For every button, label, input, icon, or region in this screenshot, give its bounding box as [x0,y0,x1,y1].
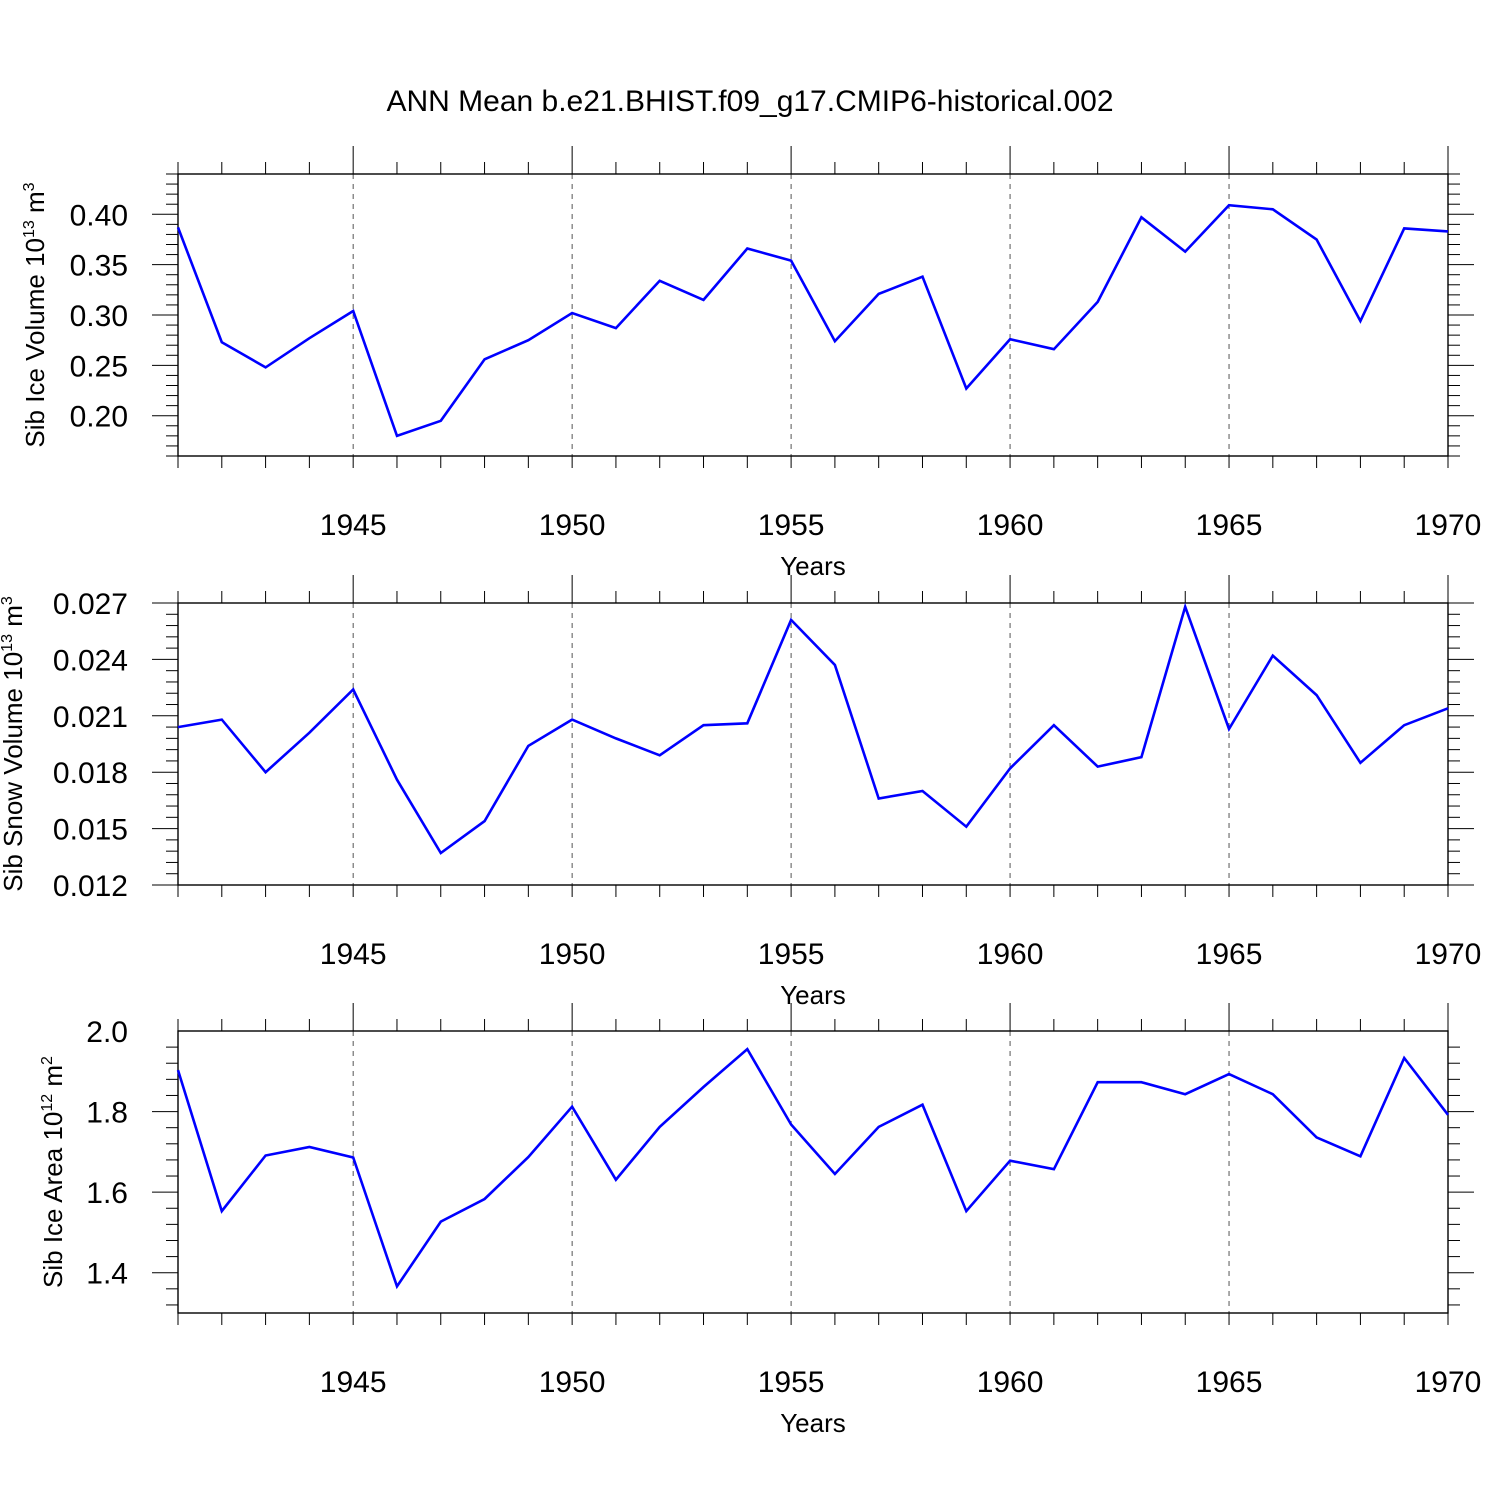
x-tick-label: 1955 [758,1366,825,1399]
y-axis-label-exp: 12 [39,1094,56,1112]
series-line [176,203,1449,438]
plot-frame [177,1030,1449,1314]
y-tick-label: 0.024 [53,644,128,677]
x-axis-label: Years [780,980,846,1010]
panel-3: 1.4 1.6 1.8 2.0 1945 1950 1955 1960 1965 1970 Year… [38,1003,1481,1438]
y-axis-label-unit-exp: 3 [0,596,16,605]
y-tick-label: 0.40 [70,199,128,232]
y-tick-label: 1.4 [86,1258,128,1291]
y-axis-label-exp: 13 [21,220,38,238]
x-tick-label: 1955 [758,938,825,971]
y-axis-label: Sib Ice Volume 1013 m3 [20,182,50,447]
x-tick-label: 1945 [320,938,387,971]
y-axis-label-unit: m [38,1065,68,1094]
y-tick-label: 0.012 [53,870,128,903]
plot-frame [177,602,1449,886]
y-tick-label: 0.015 [53,814,128,847]
x-tick-label: 1960 [977,509,1044,542]
y-axis-label-main: Sib Snow Volume 10 [0,652,28,892]
y-tick-label: 0.018 [53,757,128,790]
x-tick-label: 1965 [1196,938,1263,971]
series-line [177,602,1449,855]
series-line [176,1047,1450,1290]
chart-title: ANN Mean b.e21.BHIST.f09_g17.CMIP6-histo… [386,85,1113,118]
y-tick-label: 0.027 [53,588,128,621]
x-tick-label: 1950 [539,938,606,971]
y-tick-label: 0.021 [53,701,128,734]
x-axis-label: Years [780,1408,846,1438]
x-tick-label: 1945 [320,1366,387,1399]
x-tick-label: 1965 [1196,1366,1263,1399]
y-tick-label: 1.6 [86,1177,128,1210]
x-axis-label: Years [780,551,846,581]
panel-2: 0.012 0.015 0.018 0.021 0.024 0.027 1945 1950 19… [0,575,1481,1010]
x-tick-label: 1950 [539,1366,606,1399]
x-tick-label: 1970 [1415,938,1482,971]
x-tick-label: 1970 [1415,1366,1482,1399]
y-tick-label: 0.35 [70,250,128,283]
y-tick-label: 0.30 [70,300,128,333]
x-tick-label: 1960 [977,938,1044,971]
y-tick-label: 0.20 [70,401,128,434]
y-axis-label-unit-exp: 2 [39,1056,56,1065]
y-axis-label: Sib Snow Volume 1013 m3 [0,596,28,892]
y-axis-label-unit: m [0,605,28,634]
y-axis-label-main: Sib Ice Volume 10 [20,238,50,448]
x-tick-label: 1945 [320,509,387,542]
y-tick-label: 1.8 [86,1097,128,1130]
x-tick-label: 1950 [539,509,606,542]
y-axis-label-unit-exp: 3 [21,182,38,191]
y-axis-label-main: Sib Ice Area 10 [38,1112,68,1288]
panels: 0.20 0.25 0.30 0.35 0.40 1945 1950 1955 1960 1965… [0,146,1481,1438]
y-axis-label-exp: 13 [0,634,16,652]
y-tick-label: 2.0 [86,1016,128,1049]
x-tick-label: 1960 [977,1366,1044,1399]
y-tick-label: 0.25 [70,350,128,383]
panel-1: 0.20 0.25 0.30 0.35 0.40 1945 1950 1955 1960 1965… [20,146,1481,581]
x-tick-label: 1970 [1415,509,1482,542]
y-axis-label: Sib Ice Area 1012 m2 [38,1056,68,1288]
x-tick-label: 1965 [1196,509,1263,542]
x-tick-label: 1955 [758,509,825,542]
y-axis-label-unit: m [20,191,50,220]
